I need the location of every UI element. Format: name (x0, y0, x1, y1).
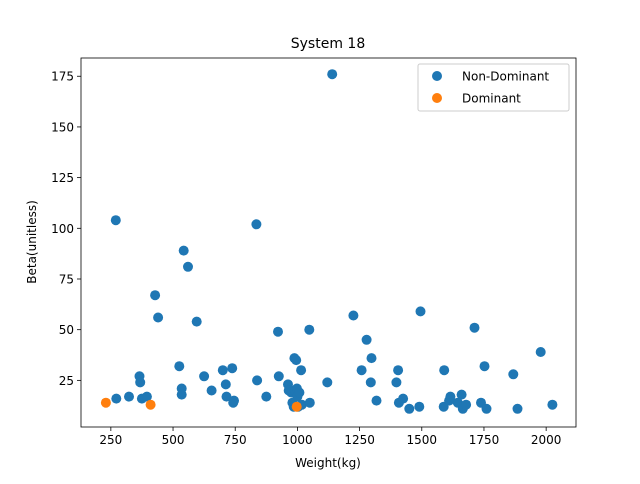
data-point-non-dominant (348, 310, 359, 321)
x-axis: 250 500 750 1000 1250 1500 1750 2000 (99, 427, 561, 447)
data-point-non-dominant (111, 393, 122, 404)
y-tick-label: 175 (51, 70, 74, 84)
data-point-non-dominant (439, 365, 450, 376)
x-tick-label: 1500 (407, 433, 438, 447)
data-point-non-dominant (150, 290, 161, 301)
data-point-non-dominant (322, 377, 333, 388)
data-point-non-dominant (366, 353, 377, 364)
data-point-non-dominant (273, 371, 284, 382)
x-tick-label: 250 (99, 433, 122, 447)
data-point-non-dominant (273, 326, 283, 337)
data-point-non-dominant (398, 393, 409, 404)
data-point-non-dominant (461, 399, 472, 410)
legend-label-non-dominant: Non-Dominant (462, 70, 549, 84)
y-axis: 25 50 75 100 125 150 175 (51, 70, 81, 388)
data-point-non-dominant (481, 403, 492, 414)
legend: Non-Dominant Dominant (417, 63, 570, 112)
data-point-non-dominant (178, 245, 189, 256)
data-point-non-dominant (252, 375, 263, 386)
data-point-non-dominant (356, 365, 367, 376)
data-point-non-dominant (535, 347, 546, 357)
data-point-non-dominant (261, 391, 272, 402)
x-axis-label: Weight(kg) (295, 456, 361, 470)
data-point-non-dominant (174, 361, 185, 372)
data-point-non-dominant (199, 371, 210, 382)
data-point-non-dominant (512, 403, 523, 414)
data-point-non-dominant (479, 361, 490, 372)
y-tick-label: 125 (51, 171, 74, 185)
data-point-non-dominant (393, 365, 404, 376)
y-tick-label: 100 (51, 222, 74, 236)
data-point-non-dominant (141, 391, 152, 402)
data-point-non-dominant (361, 334, 372, 345)
data-point-non-dominant (508, 369, 519, 380)
data-point-non-dominant (251, 219, 262, 230)
x-tick-label: 1750 (469, 433, 500, 447)
data-point-non-dominant (176, 389, 187, 400)
x-tick-label: 750 (224, 433, 247, 447)
data-point-dominant (145, 399, 156, 410)
legend-marker-non-dominant (432, 71, 442, 81)
data-point-non-dominant (304, 397, 315, 408)
data-point-non-dominant (414, 401, 425, 412)
data-point-non-dominant (469, 322, 480, 333)
chart-title: System 18 (291, 36, 365, 52)
data-point-non-dominant (227, 363, 238, 374)
data-point-dominant (291, 401, 302, 412)
data-point-non-dominant (291, 355, 302, 366)
y-tick-label: 75 (59, 272, 74, 286)
plot-frame (80, 57, 577, 428)
data-point-non-dominant (183, 261, 193, 272)
data-point-non-dominant (135, 377, 146, 388)
data-point-non-dominant (220, 379, 231, 390)
data-point-non-dominant (547, 399, 558, 410)
legend-label-dominant: Dominant (462, 92, 521, 106)
data-point-non-dominant (365, 377, 376, 388)
data-point-non-dominant (391, 377, 402, 388)
data-point-non-dominant (371, 395, 382, 406)
data-point-non-dominant (217, 365, 228, 376)
x-tick-label: 1000 (282, 433, 313, 447)
data-point-non-dominant (110, 215, 121, 226)
data-point-non-dominant (456, 389, 467, 400)
data-point-dominant (100, 397, 111, 408)
data-point-non-dominant (191, 316, 202, 327)
data-point-non-dominant (296, 365, 307, 376)
data-point-non-dominant (327, 69, 338, 80)
y-axis-label: Beta(unitless) (25, 200, 39, 284)
data-point-non-dominant (415, 306, 426, 317)
data-point-non-dominant (294, 387, 305, 398)
data-points (100, 69, 558, 414)
data-point-non-dominant (304, 324, 315, 335)
data-point-non-dominant (229, 395, 239, 406)
x-tick-label: 500 (162, 433, 185, 447)
data-point-non-dominant (221, 391, 232, 402)
data-point-non-dominant (445, 391, 456, 402)
y-tick-label: 25 (59, 374, 74, 388)
data-point-non-dominant (124, 391, 134, 402)
data-point-non-dominant (153, 312, 164, 323)
y-tick-label: 50 (59, 323, 74, 337)
x-tick-label: 2000 (531, 433, 562, 447)
data-point-non-dominant (404, 403, 415, 414)
legend-box (417, 63, 570, 112)
legend-marker-dominant (432, 93, 442, 103)
x-tick-label: 1250 (344, 433, 375, 447)
y-tick-label: 150 (51, 120, 74, 134)
data-point-non-dominant (206, 385, 217, 396)
